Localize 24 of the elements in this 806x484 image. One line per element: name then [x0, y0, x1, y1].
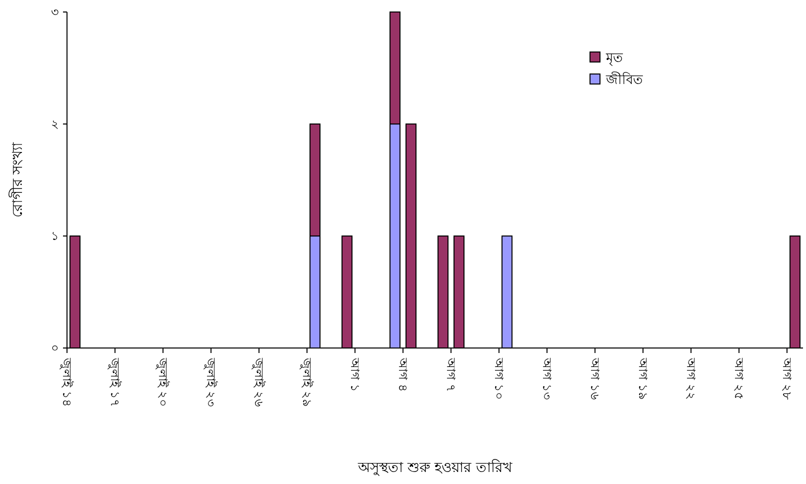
y-tick-label: ৩	[51, 5, 59, 19]
y-tick-label: ২	[51, 117, 59, 131]
y-axis-title: রোগীর সংখ্যা	[9, 141, 26, 218]
x-tick-label: আগ ১৩	[540, 357, 554, 400]
y-tick-label: ০	[51, 341, 59, 355]
legend-label: মৃত	[605, 51, 623, 66]
x-axis-title: অসুস্থতা শুরু হওয়ার তারিখ	[356, 459, 514, 476]
x-tick-label: জুলাই ২৩	[203, 357, 218, 407]
x-tick-label: জুলাই ১৭	[107, 357, 122, 407]
x-tick-label: আগ ২৫	[732, 357, 746, 400]
x-tick-label: আগ ৪	[396, 357, 410, 392]
x-tick-label: আগ ১	[348, 357, 362, 392]
x-tick-label: জুলাই ১৪	[59, 357, 74, 407]
x-tick-label: আগ ১৬	[588, 357, 602, 400]
x-tick-label: আগ ২২	[684, 357, 698, 400]
legend-label: জীবিত	[605, 72, 643, 88]
x-tick-label: আগ ৭	[444, 357, 458, 392]
y-tick-label: ১	[51, 229, 59, 243]
x-tick-label: আগ ১০	[492, 357, 506, 400]
x-tick-label: জুলাই ২৬	[251, 357, 266, 407]
x-tick-label: জুলাই ২০	[155, 357, 170, 407]
x-tick-label: আগ ২৮	[780, 357, 794, 400]
x-tick-label: আগ ১৯	[636, 357, 650, 400]
x-tick-label: জুলাই ২৯	[299, 357, 314, 407]
